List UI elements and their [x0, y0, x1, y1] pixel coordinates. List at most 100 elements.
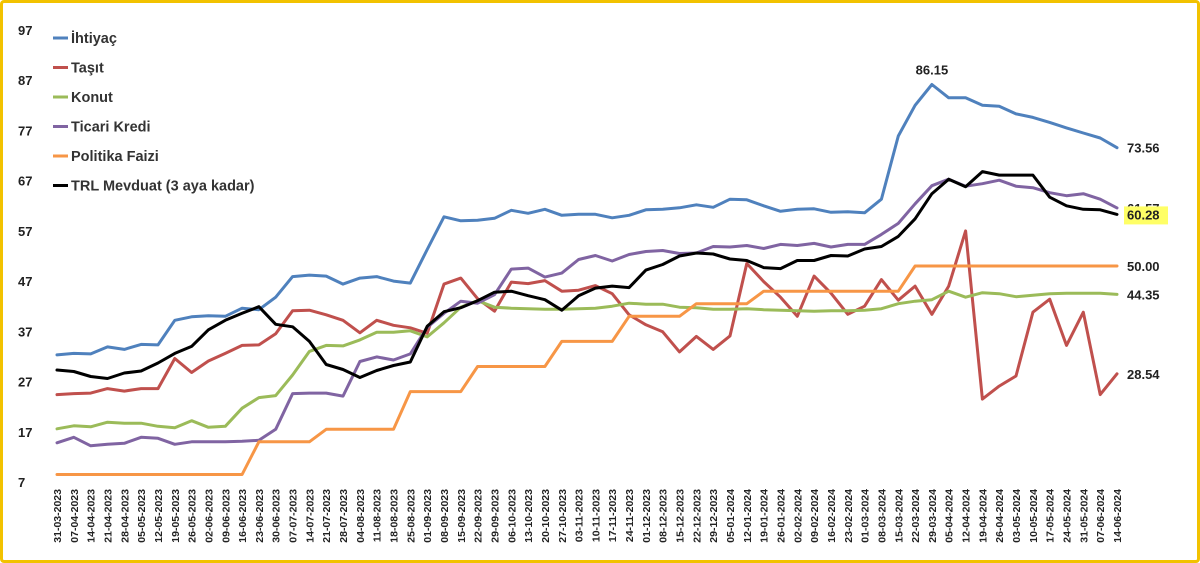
x-tick-label: 22-09-2023 [473, 489, 485, 543]
y-tick-label: 67 [18, 174, 32, 189]
x-tick-label: 17-05-2024 [1045, 489, 1057, 543]
x-tick-label: 12-01-2024 [742, 489, 754, 543]
x-tick-label: 29-09-2023 [489, 489, 501, 543]
series-line-konut [55, 289, 1119, 431]
x-tick-label: 04-08-2023 [355, 489, 367, 543]
x-tick-label: 28-04-2023 [119, 489, 131, 543]
x-tick-label: 01-09-2023 [422, 489, 434, 543]
x-tick-label: 14-06-2024 [1112, 489, 1124, 543]
x-tick-label: 06-10-2023 [506, 489, 518, 543]
legend: İhtiyaç Taşıt Konut Ticari Kredi Politika Fa… [53, 30, 255, 195]
y-axis-ticks: 7 17 27 37 47 57 67 77 87 97 [18, 23, 32, 490]
x-tick-label: 19-01-2024 [759, 489, 771, 543]
x-tick-label: 08-03-2024 [876, 489, 888, 543]
x-tick-label: 13-10-2023 [523, 489, 535, 543]
x-axis-ticks: 31-03-2023 07-04-2023 14-04-2023 21-04-2023… [52, 489, 1124, 543]
series-line-tasit [55, 229, 1119, 401]
x-tick-label: 09-06-2023 [220, 489, 232, 543]
x-tick-label: 19-04-2024 [977, 489, 989, 543]
x-tick-label: 26-05-2023 [187, 489, 199, 543]
data-label-ihtiyac: 86.15 [916, 62, 949, 77]
legend-label-tasit: Taşıt [71, 61, 104, 77]
x-tick-label: 28-07-2023 [338, 489, 350, 543]
x-tick-label: 15-03-2024 [893, 489, 905, 543]
x-tick-label: 08-09-2023 [439, 489, 451, 543]
x-tick-label: 15-12-2023 [675, 489, 687, 543]
x-tick-label: 31-03-2023 [52, 489, 64, 543]
x-tick-label: 03-11-2023 [574, 489, 586, 542]
x-tick-label: 26-04-2024 [994, 489, 1006, 543]
x-tick-label: 30-06-2023 [271, 489, 283, 543]
x-tick-label: 14-04-2023 [86, 489, 98, 543]
data-label-konut: 44.35 [1127, 287, 1160, 302]
x-tick-label: 15-09-2023 [456, 489, 468, 543]
x-tick-label: 12-04-2024 [961, 489, 973, 543]
x-tick-label: 01-03-2024 [860, 489, 872, 543]
x-tick-label: 29-12-2023 [708, 489, 720, 543]
series-line-ihtiyac [55, 83, 1119, 357]
x-tick-label: 24-05-2024 [1062, 489, 1074, 543]
y-tick-label: 97 [18, 23, 32, 38]
data-label-tasit: 28.54 [1127, 367, 1160, 382]
series-line-trl-mevduat-3-aya-kadar [55, 170, 1119, 380]
legend-label-konut: Konut [71, 90, 113, 106]
data-label-trl-mevduat-3-aya-kadar: 60.28 [1127, 207, 1160, 222]
x-tick-label: 19-05-2023 [170, 489, 182, 543]
x-tick-label: 31-05-2024 [1078, 489, 1090, 543]
x-tick-label: 26-01-2024 [775, 489, 787, 543]
x-tick-label: 12-05-2023 [153, 489, 165, 543]
x-tick-label: 18-08-2023 [389, 489, 401, 543]
x-tick-label: 03-05-2024 [1011, 489, 1023, 543]
series-line-politika-faizi [55, 264, 1119, 476]
x-tick-label: 25-08-2023 [405, 489, 417, 543]
x-tick-label: 02-06-2023 [203, 489, 215, 543]
legend-label-ticari-kredi: Ticari Kredi [71, 120, 151, 136]
y-tick-label: 77 [18, 123, 32, 138]
x-tick-label: 16-02-2024 [826, 489, 838, 543]
x-tick-label: 29-03-2024 [927, 489, 939, 543]
y-tick-label: 37 [18, 324, 32, 339]
x-tick-label: 07-07-2023 [288, 489, 300, 543]
x-tick-label: 07-06-2024 [1095, 489, 1107, 543]
data-label-politika-faizi: 50.00 [1127, 259, 1160, 274]
x-tick-label: 11-08-2023 [372, 489, 384, 542]
x-tick-label: 27-10-2023 [557, 489, 569, 543]
x-tick-label: 24-11-2023 [624, 489, 636, 542]
x-tick-label: 07-04-2023 [69, 489, 81, 543]
x-tick-label: 17-11-2023 [607, 489, 619, 542]
x-tick-label: 02-02-2024 [792, 489, 804, 543]
x-tick-label: 10-05-2024 [1028, 489, 1040, 543]
x-tick-label: 21-07-2023 [321, 489, 333, 543]
x-tick-label: 23-02-2024 [843, 489, 855, 543]
x-tick-label: 09-02-2024 [809, 489, 821, 543]
legend-label-trl-mevduat-3-aya-kadar: TRL Mevduat (3 aya kadar) [71, 179, 255, 195]
data-label-highlight [1124, 206, 1168, 225]
series-line-ticari-kredi [55, 177, 1119, 448]
x-tick-label: 05-04-2024 [944, 489, 956, 543]
y-tick-label: 27 [18, 375, 32, 390]
y-tick-label: 87 [18, 73, 32, 88]
x-tick-label: 20-10-2023 [540, 489, 552, 543]
x-tick-label: 08-12-2023 [658, 489, 670, 543]
x-tick-label: 22-03-2024 [910, 489, 922, 543]
x-tick-label: 16-06-2023 [237, 489, 249, 543]
y-tick-label: 17 [18, 425, 32, 440]
y-tick-label: 47 [18, 274, 32, 289]
x-tick-label: 14-07-2023 [304, 489, 316, 543]
x-tick-label: 23-06-2023 [254, 489, 266, 543]
series-lines [55, 83, 1119, 476]
x-tick-label: 01-12-2023 [641, 489, 653, 543]
x-tick-label: 05-05-2023 [136, 489, 148, 543]
legend-label-politika-faizi: Politika Faizi [71, 149, 159, 165]
x-tick-label: 10-11-2023 [590, 489, 602, 542]
x-tick-label: 22-12-2023 [691, 489, 703, 543]
x-tick-label: 21-04-2023 [102, 489, 114, 543]
y-tick-label: 57 [18, 224, 32, 239]
x-tick-label: 05-01-2024 [725, 489, 737, 543]
data-label-ihtiyac: 73.56 [1127, 141, 1160, 156]
y-tick-label: 7 [18, 475, 25, 490]
legend-label-ihtiyac: İhtiyaç [71, 30, 117, 47]
